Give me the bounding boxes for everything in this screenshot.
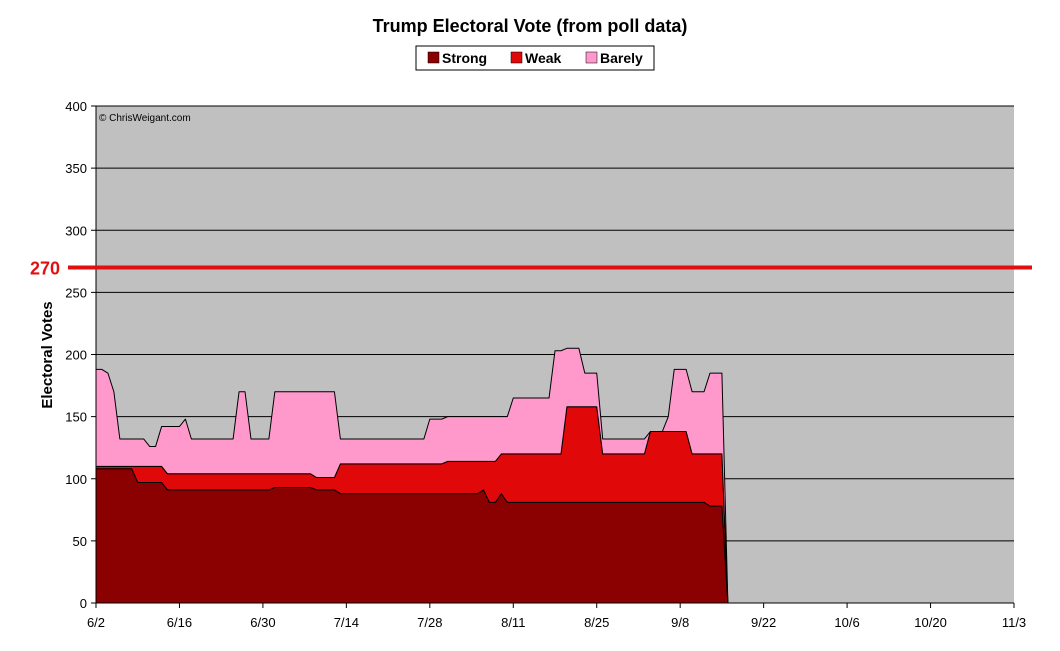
x-tick-label: 6/30 [250,615,275,630]
legend-label-weak: Weak [525,50,562,66]
copyright-text: © ChrisWeigant.com [99,113,191,124]
x-tick-label: 9/22 [751,615,776,630]
x-tick-label: 10/6 [834,615,859,630]
legend: Strong Weak Barely [415,45,655,71]
legend-label-strong: Strong [442,50,487,66]
y-tick-label: 250 [65,285,87,300]
y-tick-label: 0 [80,596,87,611]
legend-swatch-barely [585,51,598,64]
x-tick-label: 8/11 [501,615,525,630]
x-tick-label: 8/25 [584,615,609,630]
legend-swatch-weak [510,51,523,64]
chart-title: Trump Electoral Vote (from poll data) [373,16,688,36]
legend-label-barely: Barely [600,50,643,66]
reference-line-270: 270 [30,259,1032,279]
area-series-barely [95,347,729,604]
y-tick-label: 300 [65,223,87,238]
y-axis-ticks: 0 50 100 150 200 250 300 350 400 [65,99,96,611]
legend-swatch-strong [427,51,440,64]
x-tick-label: 7/28 [417,615,442,630]
y-tick-label: 400 [65,99,87,114]
y-axis-label: Electoral Votes [39,301,56,408]
x-tick-label: 6/16 [167,615,192,630]
y-tick-label: 50 [73,534,87,549]
x-tick-label: 11/3 [1002,615,1026,630]
x-tick-label: 7/14 [334,615,359,630]
x-tick-label: 9/8 [671,615,689,630]
reference-line-label: 270 [30,259,60,279]
y-tick-label: 350 [65,161,87,176]
x-axis-ticks: 6/2 6/16 6/30 7/14 7/28 8/11 8/25 9/8 9/22 10/6 10… [87,603,1026,630]
x-tick-label: 10/20 [914,615,947,630]
x-tick-label: 6/2 [87,615,105,630]
y-tick-label: 150 [65,410,87,425]
y-tick-label: 100 [65,472,87,487]
y-tick-label: 200 [65,348,87,363]
